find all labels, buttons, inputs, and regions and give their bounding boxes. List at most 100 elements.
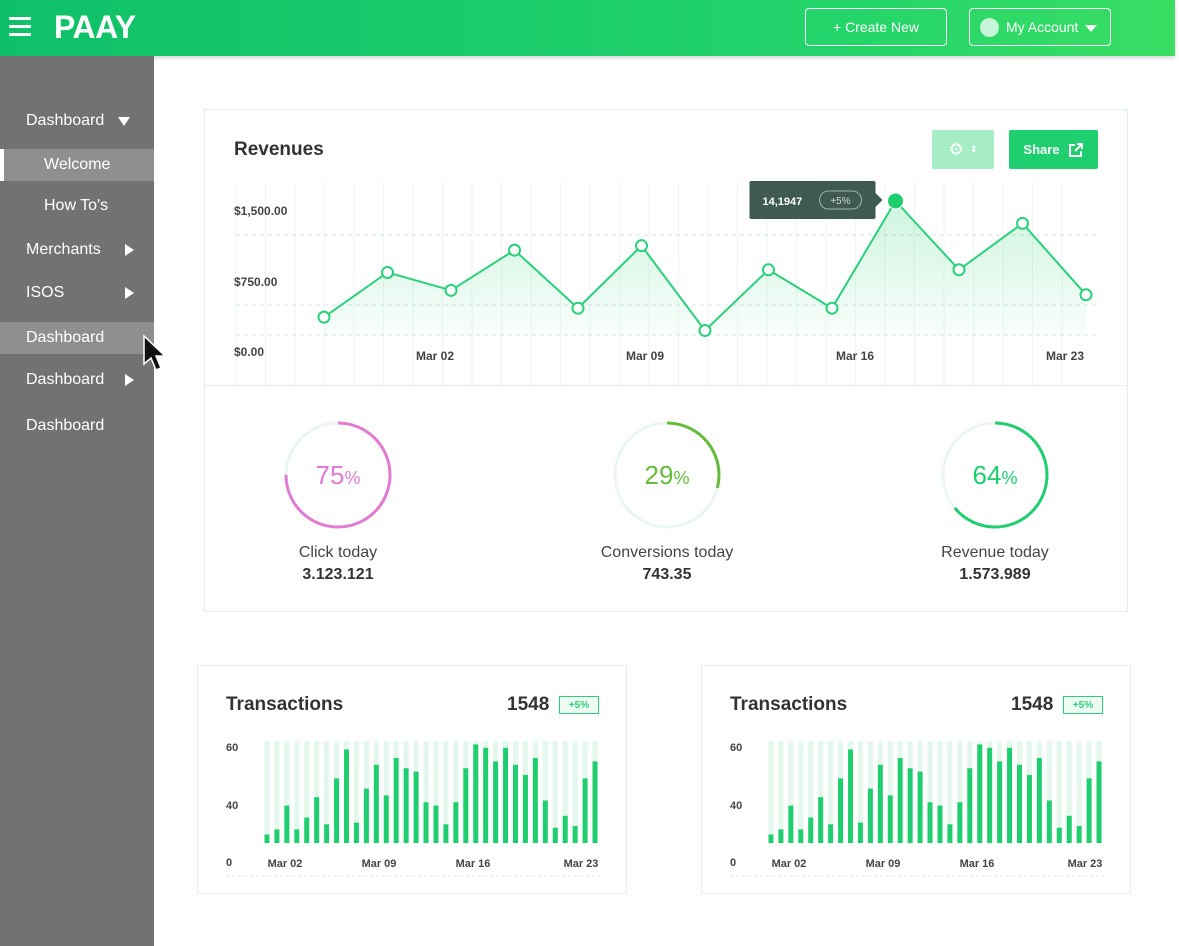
- bar-background: [927, 741, 933, 843]
- bar: [987, 747, 993, 843]
- gauge-arc: [284, 421, 392, 529]
- chart-tooltip: 14,1947 +5%: [749, 181, 883, 219]
- bar-background: [274, 741, 280, 843]
- gauge-value: 743.35: [642, 566, 692, 583]
- bar: [957, 802, 963, 843]
- sidebar-item-welcome[interactable]: Welcome: [0, 149, 154, 181]
- bar: [443, 824, 449, 843]
- bar: [867, 788, 873, 843]
- bar: [483, 747, 489, 843]
- bar: [808, 817, 814, 843]
- bar: [324, 824, 330, 843]
- gauge-label: Conversions today: [600, 544, 734, 561]
- y-tick-label: 40: [226, 800, 238, 812]
- sidebar-item-label: Dashboard: [26, 329, 105, 346]
- bar: [453, 802, 459, 843]
- x-tick-label: Mar 09: [626, 349, 664, 363]
- x-tick-label: Mar 16: [960, 858, 995, 870]
- bar-background: [1076, 741, 1082, 843]
- bar: [393, 758, 399, 843]
- my-account-button[interactable]: My Account: [969, 8, 1111, 46]
- bar-background: [542, 741, 548, 843]
- bar: [513, 764, 518, 843]
- bar: [373, 764, 379, 843]
- bar: [897, 758, 903, 843]
- share-button[interactable]: Share: [1009, 130, 1098, 169]
- bar-background: [947, 741, 953, 843]
- bar: [1056, 827, 1062, 843]
- bar: [493, 761, 499, 843]
- bar-background: [818, 741, 824, 843]
- x-tick-label: Mar 16: [456, 858, 491, 870]
- chevron-right-icon: [125, 287, 134, 299]
- bar: [264, 834, 270, 843]
- bar: [1026, 775, 1032, 843]
- x-tick-label: Mar 02: [416, 349, 454, 363]
- bar: [917, 771, 923, 843]
- data-point-highlight: [887, 192, 904, 210]
- sidebar-item-dashboard[interactable]: Dashboard: [0, 105, 154, 137]
- gauge-conversions-today: 29% Conversions today 743.35: [567, 419, 767, 584]
- data-point: [571, 301, 585, 315]
- bar-background: [957, 741, 963, 843]
- sidebar-item-merchants[interactable]: Merchants: [0, 234, 154, 266]
- gauge-click-today: 75% Click today 3.123.121: [238, 419, 438, 584]
- sidebar-item-how-tos[interactable]: How To's: [0, 190, 154, 222]
- bar: [274, 829, 280, 843]
- bar-background: [423, 741, 429, 843]
- gauge-arc: [613, 421, 721, 529]
- x-tick-label: Mar 16: [836, 349, 874, 363]
- bar: [788, 805, 794, 843]
- bar-background: [887, 741, 893, 843]
- y-tick-label: $750.00: [234, 275, 278, 289]
- sidebar-item-label: Dashboard: [26, 417, 105, 434]
- mouse-pointer-icon: [143, 334, 167, 371]
- sidebar-item-dashboard-4[interactable]: Dashboard: [0, 410, 154, 442]
- gauge-arc: [941, 421, 1049, 529]
- bar: [334, 778, 340, 843]
- data-point: [1079, 288, 1093, 302]
- sidebar: Dashboard Welcome How To's Merchants ISO…: [0, 56, 154, 946]
- y-tick-label: $1,500.00: [234, 204, 288, 218]
- bar: [997, 761, 1003, 843]
- change-badge: +5%: [559, 696, 599, 714]
- sort-icon: ⬍: [969, 144, 978, 154]
- sidebar-item-isos[interactable]: ISOS: [0, 277, 154, 309]
- bar-background: [443, 741, 449, 843]
- settings-button[interactable]: ⚙ ⬍: [932, 130, 994, 169]
- bar: [967, 768, 973, 843]
- bar: [1007, 747, 1013, 843]
- y-tick-label: 0: [730, 857, 736, 869]
- bar: [552, 827, 558, 843]
- bar: [284, 805, 290, 843]
- tooltip-value: 14,1947: [763, 196, 803, 208]
- sidebar-item-label: Welcome: [44, 156, 111, 173]
- y-tick-label: 0: [226, 857, 232, 869]
- bar: [1096, 761, 1102, 843]
- hamburger-menu-icon[interactable]: [9, 17, 31, 37]
- transactions-card-2: Transactions 1548 +5% 60 40 0 Mar 02 Mar 09 M…: [701, 665, 1131, 894]
- bar-background: [1066, 741, 1072, 843]
- sidebar-item-dashboard-2[interactable]: Dashboard: [0, 322, 154, 354]
- bar: [592, 761, 598, 843]
- bar: [294, 829, 300, 843]
- bar: [562, 815, 568, 843]
- bar: [927, 802, 933, 843]
- bar: [433, 805, 439, 843]
- bar: [413, 771, 419, 843]
- bar-background: [572, 741, 578, 843]
- bar: [1086, 778, 1092, 843]
- bar-background: [353, 741, 359, 843]
- data-point: [635, 239, 648, 253]
- change-badge: +5%: [1063, 696, 1103, 714]
- top-bar: PAAY + Create New My Account: [0, 0, 1175, 56]
- bar: [522, 775, 528, 843]
- y-tick-label: 60: [226, 742, 238, 754]
- transactions-title: Transactions: [730, 694, 848, 715]
- gauge-value: 3.123.121: [302, 566, 374, 583]
- transactions-count: 1548: [1011, 694, 1054, 715]
- sidebar-item-dashboard-3[interactable]: Dashboard: [0, 364, 154, 396]
- create-new-button[interactable]: + Create New: [805, 8, 947, 46]
- bar: [1066, 815, 1072, 843]
- gear-icon: ⚙: [948, 139, 964, 159]
